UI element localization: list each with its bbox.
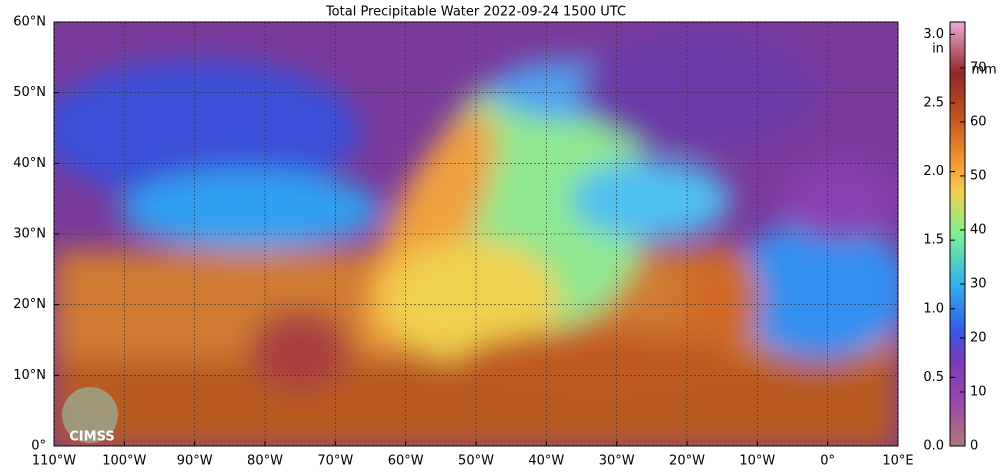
y-tick-label: 30°N: [13, 227, 46, 242]
y-tick-label: 10°N: [13, 368, 46, 383]
y-tick-label: 40°N: [13, 156, 46, 171]
colorbar-in-label: 2.0: [923, 164, 944, 179]
colorbar-in-label: 0.0: [923, 439, 944, 454]
x-tick-label: 20°W: [669, 454, 705, 469]
logo-text: CIMSS: [69, 430, 114, 445]
x-tick-label: 110°W: [32, 454, 76, 469]
colorbar-mm-label: 20: [970, 330, 987, 345]
logo: CIMSS: [62, 387, 118, 445]
colorbar-in-label: 1.5: [923, 233, 944, 248]
colorbar-mm-label: 30: [970, 276, 987, 291]
colorbar-in-label: 0.5: [923, 370, 944, 385]
colorbar-in-label: 3.0: [923, 27, 944, 42]
colorbar: [949, 21, 966, 447]
colorbar-mm-label: 0: [970, 439, 978, 454]
y-tick-label: 20°N: [13, 297, 46, 312]
x-tick-label: 100°W: [102, 454, 146, 469]
colorbar-unit-mm: mm: [971, 63, 996, 78]
x-tick-label: 50°W: [458, 454, 494, 469]
x-tick-label: 60°W: [388, 454, 424, 469]
title: Total Precipitable Water 2022-09-24 1500…: [325, 5, 626, 20]
x-tick-label: 10°E: [882, 454, 913, 469]
y-tick-label: 0°: [31, 439, 46, 454]
x-tick-label: 40°W: [528, 454, 564, 469]
tpw-field: [54, 22, 898, 446]
colorbar-mm-label: 60: [970, 114, 987, 129]
x-tick-label: 10°W: [739, 454, 775, 469]
colorbar-mm-label: 70: [970, 60, 987, 75]
x-tick-label: 0°: [820, 454, 835, 469]
y-tick-label: 60°N: [13, 15, 46, 30]
colorbar-mm-label: 40: [970, 222, 987, 237]
colorbar-unit-in: in: [932, 42, 944, 57]
colorbar-mm-label: 10: [970, 384, 987, 399]
colorbar-in-label: 2.5: [923, 95, 944, 110]
x-tick-label: 30°W: [599, 454, 635, 469]
colorbar-mm-label: 50: [970, 168, 987, 183]
x-tick-label: 70°W: [317, 454, 353, 469]
y-tick-label: 50°N: [13, 85, 46, 100]
x-tick-label: 90°W: [177, 454, 213, 469]
colorbar-in-label: 1.0: [923, 301, 944, 316]
x-tick-label: 80°W: [247, 454, 283, 469]
